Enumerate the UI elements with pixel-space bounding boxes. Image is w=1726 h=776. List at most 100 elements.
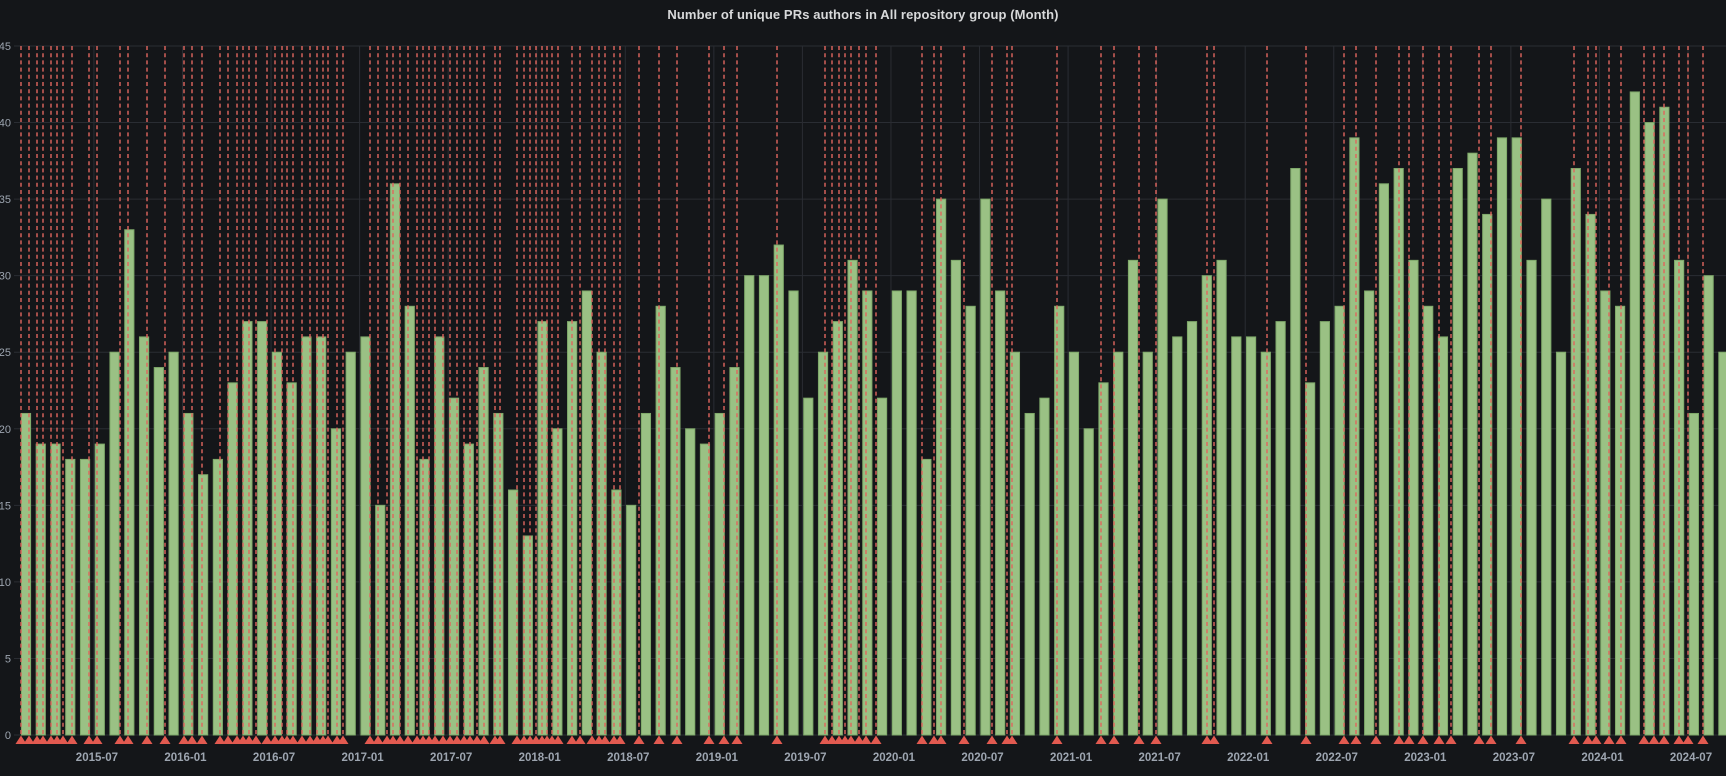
annotation-marker-triangle-icon[interactable]	[186, 735, 198, 745]
annotation-marker-triangle-icon[interactable]	[1658, 735, 1670, 745]
bar[interactable]	[758, 275, 770, 736]
bar[interactable]	[1305, 382, 1316, 736]
annotation-marker-triangle-icon[interactable]	[1300, 735, 1312, 745]
annotation-marker-triangle-icon[interactable]	[1133, 735, 1145, 745]
annotation-marker-triangle-icon[interactable]	[1568, 735, 1580, 745]
bar[interactable]	[257, 321, 268, 736]
annotation-marker-triangle-icon[interactable]	[731, 735, 743, 745]
annotation-marker-triangle-icon[interactable]	[243, 735, 255, 745]
bar[interactable]	[1674, 259, 1685, 736]
bar[interactable]	[1127, 259, 1139, 736]
bar[interactable]	[271, 351, 283, 736]
annotation-marker-triangle-icon[interactable]	[1370, 735, 1382, 745]
bar[interactable]	[640, 412, 652, 736]
bar[interactable]	[522, 535, 533, 736]
bar[interactable]	[404, 305, 415, 736]
bar[interactable]	[1186, 321, 1198, 736]
bar[interactable]	[1172, 336, 1183, 736]
annotation-marker-triangle-icon[interactable]	[1350, 735, 1362, 745]
bar[interactable]	[906, 290, 917, 736]
annotation-marker-triangle-icon[interactable]	[15, 735, 27, 745]
bar[interactable]	[921, 458, 932, 736]
annotation-marker-triangle-icon[interactable]	[451, 735, 463, 745]
annotation-marker-triangle-icon[interactable]	[599, 735, 611, 745]
annotation-marker-triangle-icon[interactable]	[337, 735, 349, 745]
annotation-marker-triangle-icon[interactable]	[83, 735, 95, 745]
annotation-marker-triangle-icon[interactable]	[574, 735, 586, 745]
bar[interactable]	[316, 336, 327, 736]
bar[interactable]	[1703, 275, 1714, 736]
annotation-marker-triangle-icon[interactable]	[387, 735, 399, 745]
bar[interactable]	[345, 351, 356, 736]
bar[interactable]	[965, 305, 976, 736]
bar[interactable]	[1614, 305, 1626, 736]
bar[interactable]	[1068, 351, 1080, 736]
annotation-marker-triangle-icon[interactable]	[703, 735, 715, 745]
bar[interactable]	[581, 290, 592, 736]
annotation-marker-triangle-icon[interactable]	[653, 735, 665, 745]
annotation-marker-triangle-icon[interactable]	[1638, 735, 1650, 745]
annotation-marker-triangle-icon[interactable]	[1473, 735, 1485, 745]
annotation-marker-triangle-icon[interactable]	[178, 735, 190, 745]
bar[interactable]	[463, 443, 474, 736]
annotation-marker-triangle-icon[interactable]	[402, 735, 414, 745]
bar[interactable]	[1098, 382, 1109, 736]
annotation-marker-triangle-icon[interactable]	[304, 735, 316, 745]
annotation-marker-triangle-icon[interactable]	[141, 735, 153, 745]
bar[interactable]	[862, 290, 873, 736]
annotation-marker-triangle-icon[interactable]	[1108, 735, 1120, 745]
bar[interactable]	[50, 443, 61, 736]
bar[interactable]	[1349, 137, 1360, 736]
bar[interactable]	[227, 382, 238, 736]
bar[interactable]	[876, 397, 888, 736]
annotation-marker-triangle-icon[interactable]	[429, 735, 441, 745]
bar[interactable]	[891, 290, 902, 736]
bar[interactable]	[1113, 351, 1124, 736]
annotation-marker-triangle-icon[interactable]	[1051, 735, 1063, 745]
bar[interactable]	[699, 443, 711, 736]
bar[interactable]	[389, 183, 401, 736]
annotation-marker-triangle-icon[interactable]	[1485, 735, 1497, 745]
bar[interactable]	[655, 305, 666, 736]
bar[interactable]	[729, 367, 740, 736]
bar[interactable]	[1718, 351, 1726, 736]
annotation-marker-triangle-icon[interactable]	[1403, 735, 1415, 745]
annotation-marker-triangle-icon[interactable]	[364, 735, 376, 745]
annotation-marker-triangle-icon[interactable]	[444, 735, 456, 745]
annotation-marker-triangle-icon[interactable]	[1208, 735, 1220, 745]
bar[interactable]	[995, 290, 1006, 736]
bar[interactable]	[1201, 275, 1212, 736]
annotation-marker-triangle-icon[interactable]	[1393, 735, 1405, 745]
annotation-marker-triangle-icon[interactable]	[986, 735, 998, 745]
annotation-marker-triangle-icon[interactable]	[437, 735, 449, 745]
bar[interactable]	[286, 382, 297, 736]
annotation-marker-triangle-icon[interactable]	[1590, 735, 1602, 745]
annotation-marker-triangle-icon[interactable]	[37, 735, 49, 745]
annotation-marker-triangle-icon[interactable]	[250, 735, 262, 745]
bar[interactable]	[1083, 428, 1094, 736]
annotation-marker-triangle-icon[interactable]	[222, 735, 234, 745]
annotation-marker-triangle-icon[interactable]	[1682, 735, 1694, 745]
annotation-marker-triangle-icon[interactable]	[1201, 735, 1213, 745]
annotation-marker-triangle-icon[interactable]	[826, 735, 838, 745]
bar[interactable]	[1526, 259, 1537, 736]
bar[interactable]	[94, 443, 105, 736]
bar[interactable]	[1039, 397, 1050, 736]
annotation-marker-triangle-icon[interactable]	[1603, 735, 1615, 745]
bar[interactable]	[847, 259, 858, 736]
annotation-marker-triangle-icon[interactable]	[1433, 735, 1445, 745]
bar[interactable]	[1511, 137, 1522, 736]
bar[interactable]	[1319, 321, 1330, 736]
annotation-marker-triangle-icon[interactable]	[928, 735, 940, 745]
annotation-marker-triangle-icon[interactable]	[1615, 735, 1627, 745]
bar[interactable]	[1009, 351, 1021, 736]
bar[interactable]	[1570, 167, 1581, 736]
bar[interactable]	[611, 489, 622, 736]
bar[interactable]	[1629, 91, 1640, 736]
annotation-marker-triangle-icon[interactable]	[1697, 735, 1709, 745]
annotation-marker-triangle-icon[interactable]	[91, 735, 103, 745]
bar[interactable]	[1157, 198, 1168, 736]
annotation-marker-triangle-icon[interactable]	[870, 735, 882, 745]
bar[interactable]	[1245, 336, 1257, 736]
bar[interactable]	[744, 275, 755, 736]
